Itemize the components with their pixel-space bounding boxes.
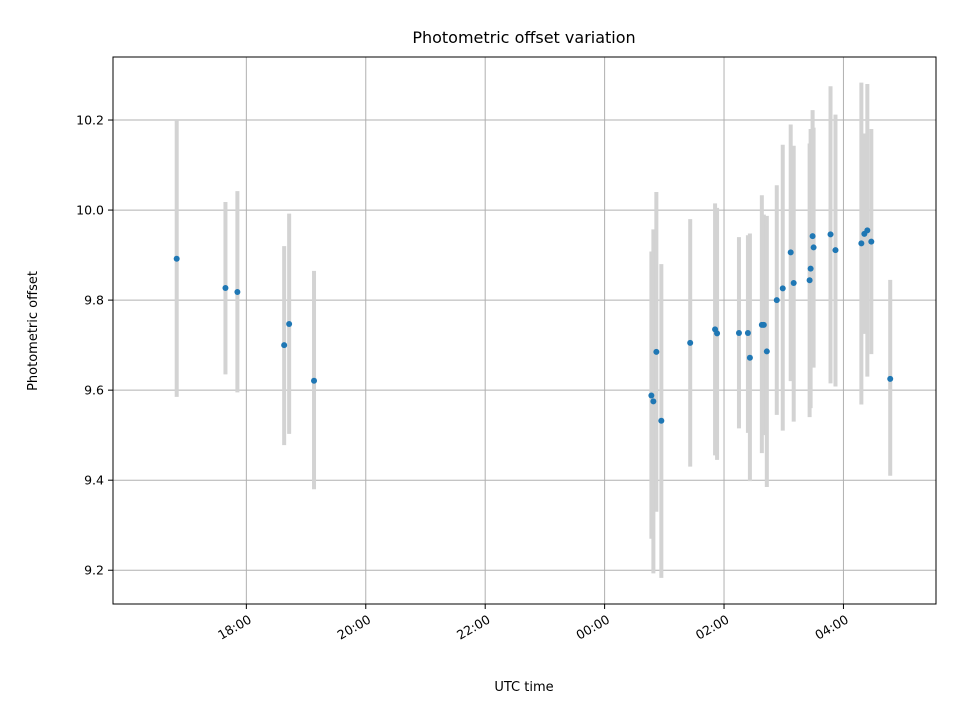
y-tick-label: 9.4	[84, 473, 104, 488]
data-point	[286, 320, 293, 327]
data-point	[807, 265, 814, 272]
data-point	[222, 284, 229, 291]
data-point	[806, 277, 813, 284]
data-points	[173, 227, 894, 424]
y-tick-label: 9.8	[84, 293, 104, 308]
y-tick-label: 9.2	[84, 563, 104, 578]
data-point	[832, 247, 839, 254]
data-point	[868, 238, 875, 245]
chart-title: Photometric offset variation	[412, 28, 635, 47]
data-point	[787, 249, 794, 256]
x-axis-label: UTC time	[494, 680, 553, 695]
data-point	[763, 348, 770, 355]
data-point	[744, 329, 751, 336]
data-point	[858, 240, 865, 247]
data-point	[810, 244, 817, 251]
y-tick-label: 10.0	[76, 203, 104, 218]
data-point	[687, 339, 694, 346]
data-point	[809, 233, 816, 240]
grid-lines	[113, 57, 936, 604]
data-point	[735, 329, 742, 336]
data-point	[650, 398, 657, 405]
y-tick-label: 10.2	[76, 113, 104, 128]
data-point	[653, 348, 660, 355]
data-point	[281, 342, 288, 349]
y-axis-ticks: 9.2 9.4 9.6 9.8 10.0 10.2	[76, 113, 113, 578]
data-point	[790, 280, 797, 287]
data-point	[658, 417, 665, 424]
data-point	[173, 255, 180, 262]
data-point	[648, 392, 655, 399]
data-point	[311, 377, 318, 384]
data-point	[827, 231, 834, 238]
data-point	[234, 289, 241, 296]
data-point	[746, 354, 753, 361]
data-point	[887, 375, 894, 382]
y-axis-label: Photometric offset	[26, 271, 41, 391]
data-point	[760, 321, 767, 328]
plot-frame	[112, 56, 937, 605]
data-point	[714, 330, 721, 337]
data-point	[779, 285, 786, 292]
data-point	[773, 297, 780, 304]
data-point	[864, 227, 871, 234]
y-tick-label: 9.6	[84, 383, 104, 398]
